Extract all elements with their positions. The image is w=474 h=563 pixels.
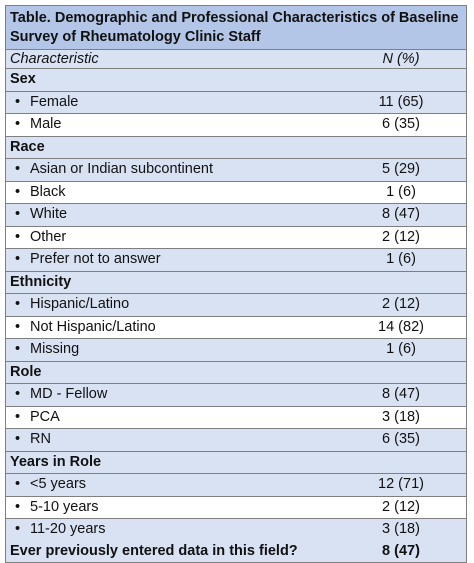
section-header-row: Ethnicity [6, 271, 466, 294]
table-row: • Male 6 (35) [6, 114, 466, 137]
bullet-icon: • [15, 251, 21, 267]
row-value: 2 (12) [382, 228, 420, 245]
row-label-cell: • Female [15, 92, 78, 114]
table-row: • White 8 (47) [6, 204, 466, 227]
section-name: Ethnicity [10, 273, 72, 290]
header-characteristic: Characteristic [10, 51, 99, 67]
table-row: • Female 11 (65) [6, 91, 466, 114]
row-label-cell: • Asian or Indian subcontinent [15, 159, 213, 181]
bullet-icon: • [15, 161, 21, 177]
bullet-icon: • [15, 408, 21, 425]
section-header-row: Role [6, 361, 466, 384]
row-label-cell: • Missing [15, 339, 79, 361]
table-row: • 11-20 years 3 (18) [6, 519, 466, 541]
row-value: 1 (6) [386, 183, 416, 200]
row-label-cell: • Black [15, 182, 65, 204]
row-label-cell: • 11-20 years [15, 519, 106, 541]
bullet-icon: • [15, 498, 21, 515]
table-header-row: Characteristic N (%) [6, 50, 466, 69]
row-label-cell: • Other [15, 227, 66, 249]
table-row: • RN 6 (35) [6, 429, 466, 452]
table-body: Sex • Female 11 (65) • Male 6 (35) Race • Asian o… [6, 69, 466, 541]
table-row: • <5 years 12 (71) [6, 474, 466, 497]
row-label-cell: • 5-10 years [15, 497, 99, 519]
row-value: 2 (12) [382, 296, 420, 312]
table-title: Table. Demographic and Professional Char… [6, 6, 466, 50]
row-label: Not Hispanic/Latino [30, 318, 156, 335]
row-label-cell: • Hispanic/Latino [15, 294, 129, 316]
table-row: • Other 2 (12) [6, 226, 466, 249]
row-label-cell: • RN [15, 429, 51, 451]
table-row: • PCA 3 (18) [6, 406, 466, 429]
row-value: 8 (47) [382, 386, 420, 402]
table-row: • Missing 1 (6) [6, 339, 466, 362]
bullet-icon: • [15, 93, 21, 110]
section-name: Role [10, 363, 42, 380]
section-name: Sex [10, 71, 36, 87]
bullet-icon: • [15, 341, 21, 357]
row-value: 6 (35) [382, 431, 420, 447]
section-name: Years in Role [10, 453, 102, 470]
row-label: White [30, 206, 68, 222]
row-label-cell: • MD - Fellow [15, 384, 107, 406]
final-row-label: Ever previously entered data in this fie… [10, 542, 298, 559]
section-header-row: Sex [6, 69, 466, 92]
table-row: • 5-10 years 2 (12) [6, 496, 466, 519]
row-label-cell: • Prefer not to answer [15, 249, 161, 271]
row-value: 14 (82) [378, 318, 424, 335]
row-label: Hispanic/Latino [30, 296, 130, 312]
row-label-cell: • Not Hispanic/Latino [15, 317, 156, 339]
table-row: • MD - Fellow 8 (47) [6, 384, 466, 407]
row-label: 11-20 years [30, 521, 106, 537]
row-value: 1 (6) [386, 251, 416, 267]
row-label: PCA [30, 408, 60, 425]
row-label: Male [30, 116, 62, 132]
bullet-icon: • [15, 296, 21, 312]
row-value: 11 (65) [378, 93, 424, 110]
bullet-icon: • [15, 183, 21, 200]
row-label: Other [30, 228, 67, 245]
table-row: • Prefer not to answer 1 (6) [6, 249, 466, 272]
row-label-cell: • <5 years [15, 474, 86, 496]
bullet-icon: • [15, 228, 21, 245]
row-label-cell: • PCA [15, 407, 60, 429]
row-label: MD - Fellow [30, 386, 108, 402]
row-value: 6 (35) [382, 116, 420, 132]
row-label: Missing [30, 341, 80, 357]
row-value: 3 (18) [382, 408, 420, 425]
row-value: 3 (18) [382, 521, 420, 537]
table-row: • Not Hispanic/Latino 14 (82) [6, 316, 466, 339]
row-value: 5 (29) [382, 161, 420, 177]
row-value: 1 (6) [386, 341, 416, 357]
bullet-icon: • [15, 476, 21, 492]
row-label: Prefer not to answer [30, 251, 161, 267]
section-header-row: Years in Role [6, 451, 466, 474]
row-value: 8 (47) [382, 206, 420, 222]
row-value: 12 (71) [378, 476, 424, 492]
bullet-icon: • [15, 431, 21, 447]
row-label: Asian or Indian subcontinent [30, 161, 213, 177]
final-row: Ever previously entered data in this fie… [6, 540, 466, 562]
table-row: • Black 1 (6) [6, 181, 466, 204]
bullet-icon: • [15, 206, 21, 222]
row-label: Female [30, 93, 79, 110]
section-name: Race [10, 138, 45, 155]
table-row: • Hispanic/Latino 2 (12) [6, 294, 466, 317]
row-label-cell: • Male [15, 114, 61, 136]
row-label-cell: • White [15, 204, 67, 226]
table-row: • Asian or Indian subcontinent 5 (29) [6, 159, 466, 182]
row-value: 2 (12) [382, 498, 420, 515]
final-row-value: 8 (47) [382, 542, 420, 559]
bullet-icon: • [15, 521, 21, 537]
characteristics-table: Table. Demographic and Professional Char… [5, 5, 467, 563]
bullet-icon: • [15, 116, 21, 132]
row-label: Black [30, 183, 66, 200]
bullet-icon: • [15, 318, 21, 335]
bullet-icon: • [15, 386, 21, 402]
header-n-pct: N (%) [382, 51, 420, 67]
section-header-row: Race [6, 136, 466, 159]
row-label: RN [30, 431, 51, 447]
row-label: 5-10 years [30, 498, 99, 515]
row-label: <5 years [30, 476, 87, 492]
